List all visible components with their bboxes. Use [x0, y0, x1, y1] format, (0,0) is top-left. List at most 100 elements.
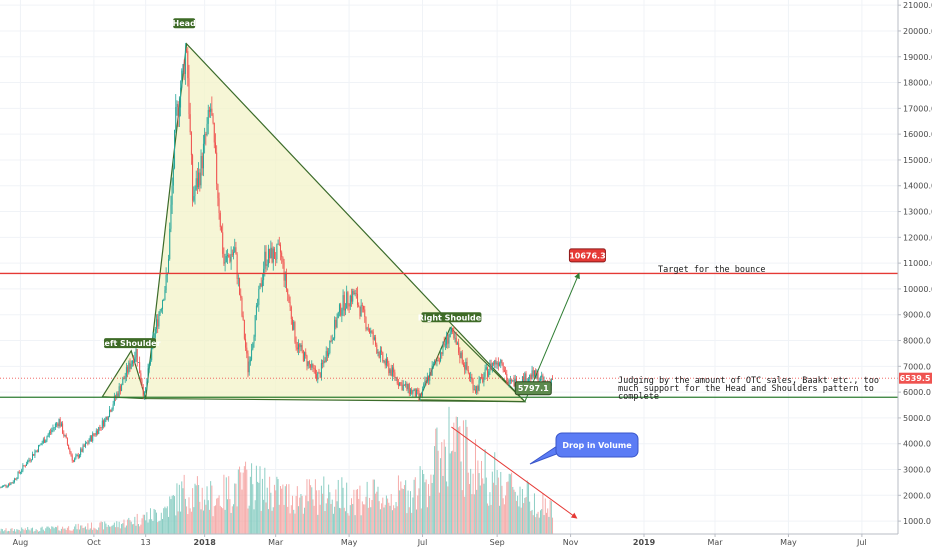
candle-body — [192, 155, 194, 201]
candle-body — [458, 343, 460, 353]
candle-body — [429, 372, 431, 381]
volume-bar — [302, 513, 304, 534]
y-tick-label: 6000.0 — [903, 388, 931, 397]
candle-body — [74, 458, 76, 462]
candle-body — [313, 367, 315, 369]
candle-body — [28, 459, 30, 461]
volume-bar — [513, 489, 515, 534]
candle-body — [246, 347, 248, 354]
volume-bar — [111, 525, 113, 534]
candle-body — [177, 103, 179, 117]
candle-body — [137, 362, 139, 363]
volume-bar — [388, 502, 390, 534]
candle-body — [397, 383, 399, 386]
candle-body — [231, 254, 233, 256]
volume-bar — [436, 427, 438, 534]
volume-bar — [441, 442, 443, 534]
volume-bar — [527, 482, 529, 534]
x-tick-label: 2019 — [633, 538, 656, 547]
volume-bar — [62, 526, 64, 534]
candle-body — [406, 383, 408, 390]
candle-body — [507, 381, 509, 385]
volume-bar — [74, 526, 76, 534]
volume-bar — [109, 526, 111, 534]
candle-body — [40, 444, 42, 446]
volume-bar — [369, 497, 371, 534]
volume-bar — [216, 498, 218, 534]
volume-bar — [168, 516, 170, 534]
volume-bar — [401, 488, 403, 534]
candle-body — [366, 328, 368, 330]
candle-body — [302, 350, 304, 361]
volume-bar — [21, 527, 23, 534]
candle-body — [263, 268, 265, 281]
volume-bar — [521, 488, 523, 534]
volume-bar — [358, 498, 360, 534]
y-tick-label: 7000.0 — [903, 362, 931, 371]
volume-bar — [450, 451, 452, 534]
volume-bar — [387, 498, 389, 534]
volume-bar — [190, 511, 192, 534]
volume-bar — [58, 530, 60, 534]
candle-body — [242, 315, 244, 320]
candle-body — [182, 64, 184, 71]
candle-body — [200, 156, 202, 186]
volume-bar — [129, 520, 131, 534]
volume-bar — [413, 479, 415, 534]
candle-body — [496, 362, 498, 365]
volume-bar — [462, 420, 464, 534]
volume-bar — [163, 508, 165, 534]
candle-body — [1, 486, 3, 488]
volume-bar — [389, 505, 391, 534]
volume-bar — [381, 503, 383, 534]
candle-body — [76, 454, 78, 457]
candle-body — [229, 256, 231, 262]
svg-text:Head: Head — [173, 19, 197, 28]
candle-body — [228, 255, 230, 257]
candle-body — [23, 465, 25, 467]
x-tick-label: May — [341, 538, 358, 547]
volume-bar — [255, 465, 257, 534]
volume-bar — [542, 492, 544, 534]
candle-body — [134, 357, 136, 363]
candle-body — [409, 389, 411, 394]
candle-body — [58, 419, 60, 426]
candle-body — [422, 389, 424, 396]
candle-body — [343, 295, 345, 311]
candle-body — [90, 436, 92, 441]
volume-bar — [164, 506, 166, 534]
candle-body — [395, 377, 397, 379]
volume-bar — [183, 474, 185, 534]
volume-bar — [304, 507, 306, 534]
volume-bar — [382, 497, 384, 534]
candle-body — [249, 359, 251, 362]
volume-bar — [184, 498, 186, 534]
candle-body — [464, 365, 466, 370]
candle-body — [266, 264, 268, 266]
volume-bar — [419, 466, 421, 534]
volume-bar — [266, 487, 268, 534]
volume-bar — [405, 480, 407, 534]
volume-bar — [276, 476, 278, 534]
y-tick-label: 3000.0 — [903, 466, 931, 475]
candle-body — [133, 360, 135, 363]
volume-bar — [406, 513, 408, 534]
candle-body — [478, 380, 480, 391]
drop-in-volume-callout: Drop in Volume — [529, 432, 639, 465]
head-label: Head — [173, 18, 197, 29]
svg-text:6539.5: 6539.5 — [900, 374, 931, 383]
candle-body — [54, 423, 56, 428]
volume-bar — [495, 485, 497, 534]
candle-body — [136, 349, 138, 363]
candle-body — [465, 361, 467, 370]
x-tick-label: 2018 — [194, 538, 217, 547]
candle-body — [241, 297, 243, 316]
volume-bar — [518, 506, 520, 534]
candle-body — [210, 108, 212, 112]
candle-body — [487, 367, 489, 377]
volume-bar — [482, 478, 484, 534]
candle-body — [444, 344, 446, 346]
volume-bar — [544, 498, 546, 534]
candle-body — [66, 438, 68, 445]
candle-body — [71, 455, 73, 461]
